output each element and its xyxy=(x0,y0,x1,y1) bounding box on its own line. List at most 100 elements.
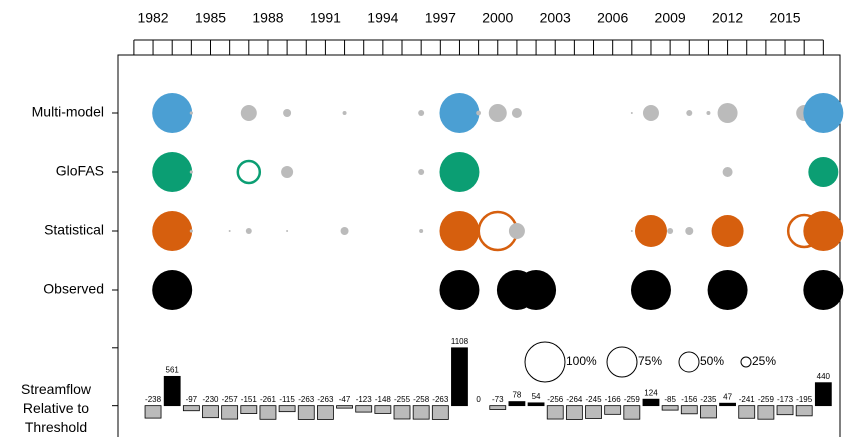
bar-value-label: -85 xyxy=(664,395,676,404)
bar xyxy=(527,402,545,407)
bar xyxy=(814,382,832,407)
bar xyxy=(259,405,277,420)
x-tick-label: 1982 xyxy=(137,10,168,26)
bar-value-label: -261 xyxy=(260,395,277,404)
bubble xyxy=(152,270,193,310)
size-legend-circle xyxy=(740,356,752,368)
bar-value-label: -258 xyxy=(413,395,430,404)
bar xyxy=(278,405,296,413)
series-label: GloFAS xyxy=(56,163,104,179)
bar-value-label: -238 xyxy=(145,395,162,404)
bubble xyxy=(286,230,289,232)
bubble xyxy=(236,159,262,185)
bar xyxy=(240,405,258,414)
x-tick-label: 2012 xyxy=(712,10,743,26)
bar-value-label: 124 xyxy=(644,388,658,397)
bubble xyxy=(722,167,733,177)
bar xyxy=(757,405,775,420)
bar-value-label: 1108 xyxy=(451,337,469,346)
bar-axis-label: Streamflow Relative to Threshold xyxy=(20,381,92,435)
bar-value-label: -263 xyxy=(298,395,315,404)
bar-value-label: -115 xyxy=(279,395,295,404)
bar xyxy=(297,405,315,420)
bubble xyxy=(685,227,694,235)
bubble xyxy=(630,230,633,232)
bar-value-label: -156 xyxy=(681,395,698,404)
bar xyxy=(336,405,353,409)
bubble xyxy=(642,105,659,121)
bar-value-label: -256 xyxy=(547,395,564,404)
bar xyxy=(182,405,200,412)
bar xyxy=(163,375,181,407)
bar-value-label: -195 xyxy=(796,395,813,404)
bubble xyxy=(476,110,482,116)
bar-value-label: 0 xyxy=(476,395,481,404)
bubble xyxy=(439,211,480,251)
bubble xyxy=(418,169,425,175)
bubble xyxy=(228,230,231,232)
bubble xyxy=(439,152,480,192)
bubble xyxy=(488,104,507,122)
bar xyxy=(355,405,373,413)
bar xyxy=(585,405,602,419)
bubble xyxy=(803,270,844,310)
bar-value-label: 54 xyxy=(532,392,541,401)
series-label: Statistical xyxy=(44,222,104,238)
bubble xyxy=(630,112,633,114)
bar-value-label: -259 xyxy=(624,395,641,404)
bar xyxy=(623,405,641,420)
bubble xyxy=(152,211,193,251)
bar xyxy=(776,405,794,416)
bubble xyxy=(439,270,480,310)
bar-value-label: -263 xyxy=(317,395,334,404)
bar-value-label: -151 xyxy=(241,395,258,404)
bar xyxy=(451,347,468,407)
x-tick-label: 2006 xyxy=(597,10,628,26)
bar xyxy=(565,405,583,420)
bubble xyxy=(419,229,424,233)
bar-value-label: -123 xyxy=(356,395,373,404)
bubble xyxy=(418,110,425,116)
bubble xyxy=(245,228,252,234)
size-legend-circle xyxy=(606,346,638,378)
bubble xyxy=(342,111,347,115)
bubble xyxy=(240,105,257,121)
bubble xyxy=(516,270,557,310)
bar-value-label: -259 xyxy=(758,395,775,404)
bubble xyxy=(281,166,294,178)
bar-value-label: -148 xyxy=(375,395,392,404)
bubble xyxy=(439,93,480,133)
bar xyxy=(661,405,679,411)
bar xyxy=(680,405,698,415)
bar xyxy=(202,405,219,419)
bubble xyxy=(717,103,738,123)
size-legend-label: 25% xyxy=(752,354,776,368)
bar xyxy=(412,405,430,420)
bar-value-label: -264 xyxy=(566,395,583,404)
bar-value-label: 78 xyxy=(512,391,521,400)
size-legend-label: 50% xyxy=(700,354,724,368)
bar xyxy=(604,405,622,415)
bar xyxy=(393,405,411,420)
bar-value-label: -97 xyxy=(186,395,198,404)
bubble xyxy=(152,93,193,133)
bar-value-label: -255 xyxy=(394,395,411,404)
bubble xyxy=(630,270,671,310)
bubble xyxy=(508,223,525,239)
x-tick-label: 2009 xyxy=(655,10,686,26)
bar-value-label: -241 xyxy=(739,395,756,404)
size-legend-label: 100% xyxy=(566,354,597,368)
bar-value-label: 440 xyxy=(817,372,831,381)
x-tick-label: 1991 xyxy=(310,10,341,26)
bar-value-label: -47 xyxy=(339,395,351,404)
bubble xyxy=(340,227,349,235)
bubble xyxy=(283,109,292,117)
series-label: Multi-model xyxy=(32,104,104,120)
x-tick-label: 1997 xyxy=(425,10,456,26)
bar-value-label: -245 xyxy=(586,395,603,404)
bubble xyxy=(189,229,193,233)
bubble xyxy=(803,211,844,251)
x-tick-label: 2000 xyxy=(482,10,513,26)
